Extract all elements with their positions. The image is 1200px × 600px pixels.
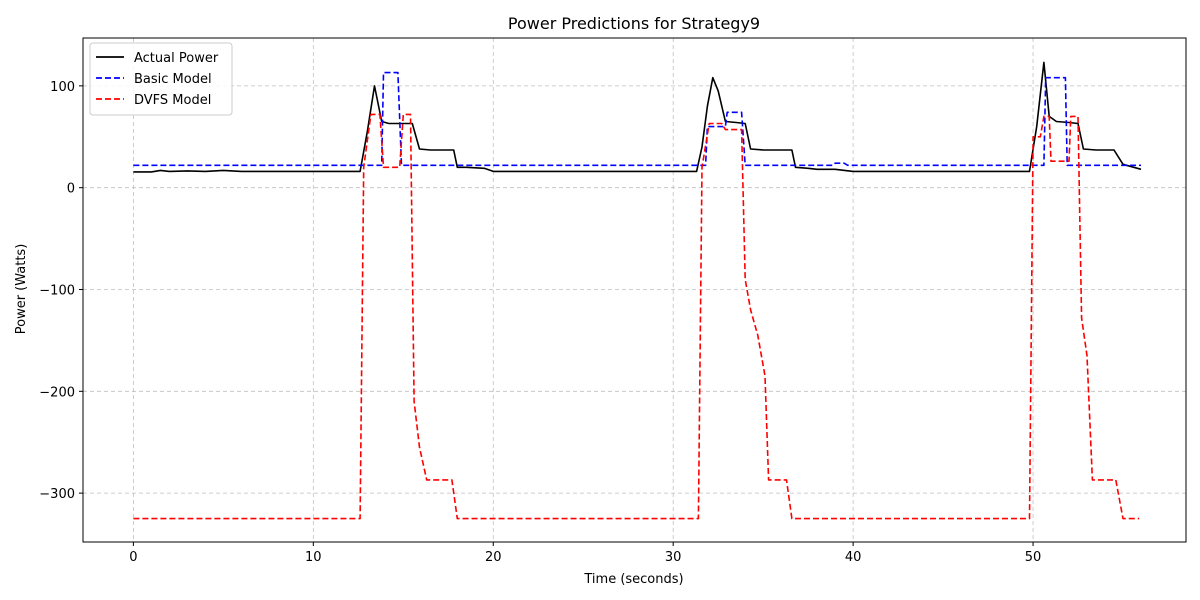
chart-title: Power Predictions for Strategy9 bbox=[508, 14, 760, 33]
series-line-actual-power bbox=[133, 61, 1142, 173]
series-line-basic-model bbox=[133, 71, 1141, 167]
y-tick-label: −100 bbox=[39, 283, 75, 298]
grid-layer bbox=[83, 38, 1186, 542]
series-line-dvfs-model bbox=[133, 113, 1140, 520]
x-tick-label: 40 bbox=[845, 550, 862, 565]
y-tick-label: 100 bbox=[50, 80, 75, 95]
x-tick-label: 30 bbox=[665, 550, 682, 565]
y-tick-label: 0 bbox=[67, 182, 75, 197]
series-layer bbox=[133, 61, 1142, 520]
legend-label: Basic Model bbox=[134, 72, 212, 87]
plot-frame bbox=[82, 37, 1187, 543]
legend-label: DVFS Model bbox=[134, 93, 211, 108]
y-tick-label: −300 bbox=[39, 487, 75, 502]
legend-box bbox=[89, 42, 233, 116]
x-tick-label: 10 bbox=[305, 550, 322, 565]
tick-layer: 0 10 20 30 40 50 −300 −200 −100 0 100 bbox=[39, 80, 1041, 565]
y-tick-label: −200 bbox=[39, 385, 75, 400]
x-tick-label: 0 bbox=[129, 550, 137, 565]
y-axis-label: Power (Watts) bbox=[14, 244, 29, 335]
legend-label: Actual Power bbox=[134, 51, 219, 66]
x-axis-label: Time (seconds) bbox=[583, 572, 683, 587]
x-tick-label: 20 bbox=[485, 550, 502, 565]
legend: Actual Power Basic Model DVFS Model bbox=[89, 42, 233, 116]
x-tick-label: 50 bbox=[1025, 550, 1042, 565]
